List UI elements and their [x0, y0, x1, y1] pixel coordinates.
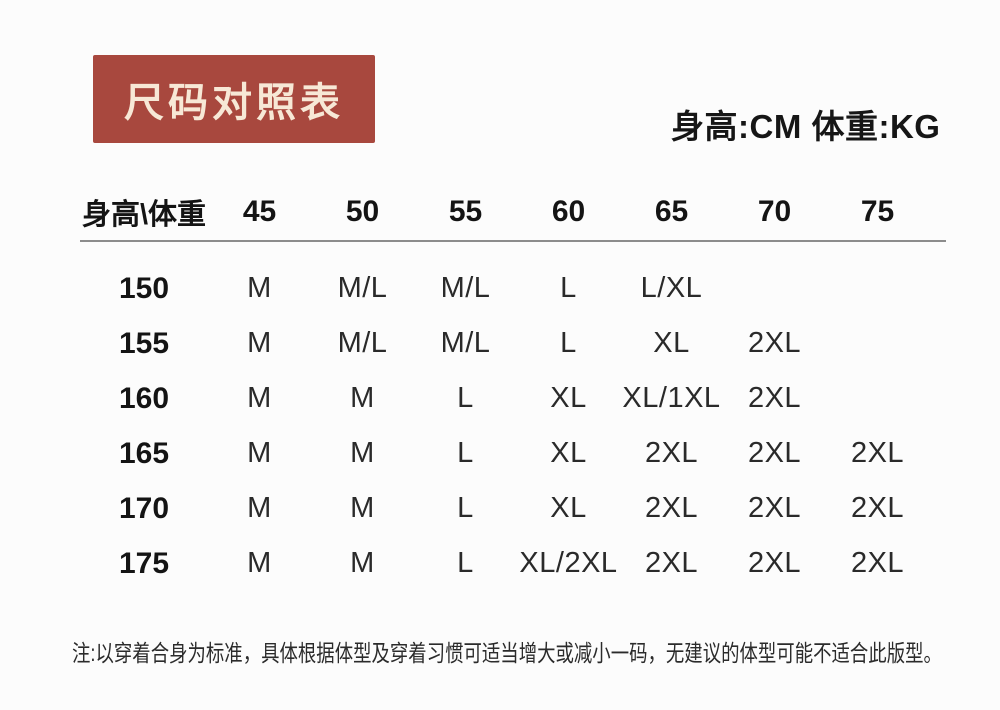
size-cell: L [457, 437, 474, 469]
size-cell: 2XL [644, 437, 699, 469]
size-cell: M [247, 437, 272, 469]
size-cell: L [457, 492, 474, 524]
size-cell: L [560, 272, 577, 304]
size-cell: M [247, 327, 272, 359]
size-cell: 2XL [850, 547, 905, 579]
weight-header-cell: 70 [757, 195, 792, 228]
header-row: 身高\体重 45 50 55 60 65 70 75 [80, 184, 946, 240]
height-cell: 175 [118, 546, 170, 580]
size-cell: M [350, 492, 375, 524]
size-cell: M/L [337, 272, 388, 304]
size-cell: 2XL [747, 437, 802, 469]
height-cell: 150 [118, 271, 170, 305]
size-cell: M [247, 382, 272, 414]
table-row: 165 M M L XL 2XL 2XL 2XL [80, 426, 946, 481]
table-body: 150 M M/L M/L L L/XL 155 M M/L M/L L XL 2XL 160 M M L XL X… [80, 242, 946, 591]
size-cell: M [247, 492, 272, 524]
size-cell: XL [550, 437, 587, 469]
table-row: 155 M M/L M/L L XL 2XL [80, 316, 946, 371]
table-row: 160 M M L XL XL/1XL 2XL [80, 371, 946, 426]
table-row: 170 M M L XL 2XL 2XL 2XL [80, 481, 946, 536]
size-cell: L [457, 382, 474, 414]
weight-header-cell: 75 [860, 195, 895, 228]
footnote: 注:以穿着合身为标准，具体根据体型及穿着习惯可适当增大或减小一码，无建议的体型可… [72, 634, 1000, 668]
size-cell: 2XL [850, 437, 905, 469]
size-cell: M [350, 382, 375, 414]
size-cell: M [247, 547, 272, 579]
size-cell: L/XL [640, 272, 703, 304]
height-cell: 165 [118, 436, 170, 470]
size-cell: M/L [440, 327, 491, 359]
size-cell: 2XL [850, 492, 905, 524]
size-cell: L [457, 547, 474, 579]
size-cell: XL [550, 492, 587, 524]
weight-header-cell: 65 [654, 195, 689, 228]
size-cell: 2XL [644, 547, 699, 579]
size-cell: 2XL [747, 547, 802, 579]
size-cell: M/L [440, 272, 491, 304]
units-label: 身高:CM 体重:KG [671, 108, 941, 145]
weight-header-cell: 60 [551, 195, 586, 228]
size-cell: M [350, 547, 375, 579]
size-cell: M/L [337, 327, 388, 359]
size-cell: M [247, 272, 272, 304]
header-divider [80, 240, 946, 242]
height-cell: 160 [118, 381, 170, 415]
weight-header-cell: 55 [448, 195, 483, 228]
footnote-text: 注:以穿着合身为标准，具体根据体型及穿着习惯可适当增大或减小一码，无建议的体型可… [72, 640, 942, 666]
size-cell: L [560, 327, 577, 359]
size-cell: XL/1XL [622, 382, 721, 414]
size-table: 身高\体重 45 50 55 60 65 70 75 150 M M/L M/L L L/XL 155 M… [80, 184, 946, 591]
size-chart-title-badge: 尺码对照表 [93, 55, 375, 143]
size-cell: 2XL [747, 382, 802, 414]
size-chart-title: 尺码对照表 [124, 81, 344, 125]
size-cell: XL [550, 382, 587, 414]
corner-header: 身高\体重 [81, 199, 207, 231]
size-cell: 2XL [747, 492, 802, 524]
size-cell: 2XL [747, 327, 802, 359]
height-cell: 155 [118, 326, 170, 360]
table-row: 150 M M/L M/L L L/XL [80, 261, 946, 316]
size-cell: 2XL [644, 492, 699, 524]
size-cell: M [350, 437, 375, 469]
size-cell: XL [653, 327, 690, 359]
height-cell: 170 [118, 491, 170, 525]
size-cell: XL/2XL [519, 547, 618, 579]
weight-header-cell: 45 [242, 195, 277, 228]
weight-header-cell: 50 [345, 195, 380, 228]
table-row: 175 M M L XL/2XL 2XL 2XL 2XL [80, 536, 946, 591]
